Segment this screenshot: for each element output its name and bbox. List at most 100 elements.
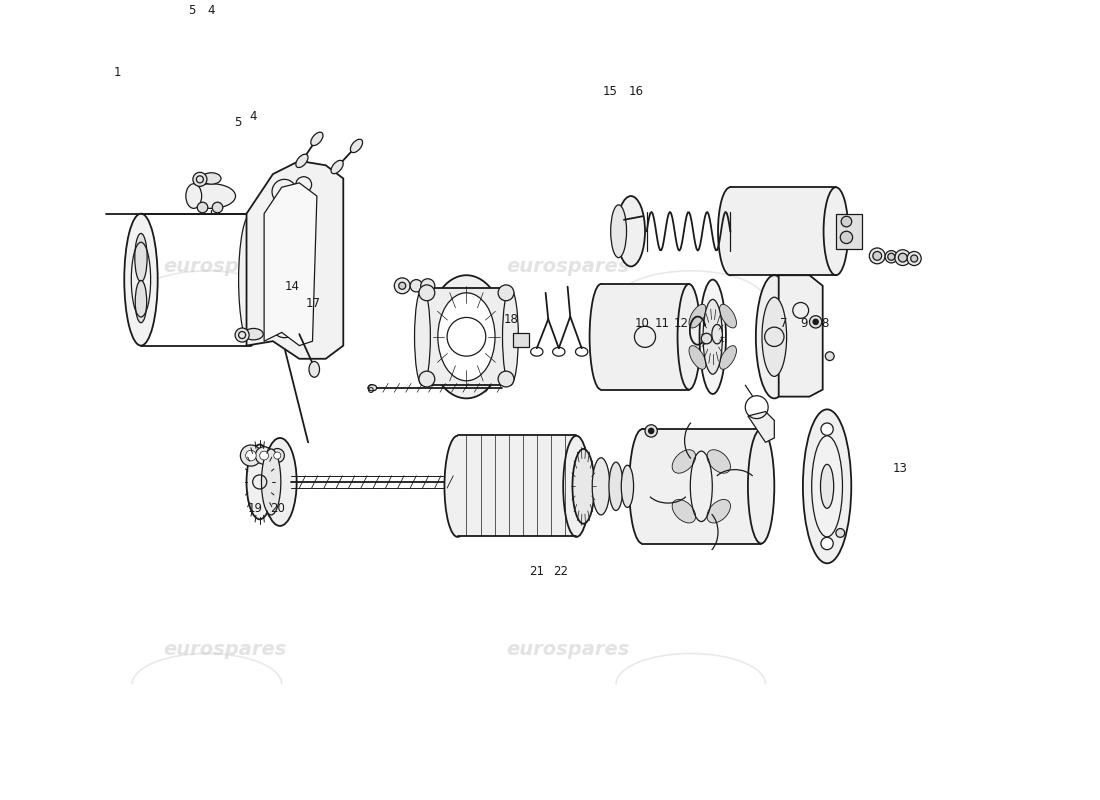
Ellipse shape bbox=[719, 346, 737, 370]
Text: 10: 10 bbox=[635, 317, 650, 330]
Ellipse shape bbox=[678, 284, 701, 390]
Polygon shape bbox=[748, 411, 774, 442]
Circle shape bbox=[255, 446, 273, 464]
Ellipse shape bbox=[617, 196, 645, 266]
Ellipse shape bbox=[187, 184, 235, 208]
Polygon shape bbox=[779, 275, 823, 397]
Text: 15: 15 bbox=[603, 85, 617, 98]
Circle shape bbox=[702, 334, 712, 344]
Ellipse shape bbox=[824, 187, 848, 275]
Text: 21: 21 bbox=[529, 565, 544, 578]
Circle shape bbox=[645, 425, 658, 437]
Circle shape bbox=[274, 452, 280, 459]
Circle shape bbox=[410, 280, 422, 292]
Text: 6: 6 bbox=[366, 383, 373, 396]
Text: 5: 5 bbox=[188, 4, 196, 17]
Ellipse shape bbox=[700, 280, 726, 394]
Text: eurospares: eurospares bbox=[506, 257, 629, 276]
Text: 20: 20 bbox=[270, 502, 285, 515]
Ellipse shape bbox=[427, 275, 506, 398]
Ellipse shape bbox=[135, 234, 147, 282]
Text: 3: 3 bbox=[340, 0, 346, 2]
Ellipse shape bbox=[707, 450, 730, 473]
Circle shape bbox=[886, 250, 898, 263]
Ellipse shape bbox=[244, 329, 263, 340]
Text: 5: 5 bbox=[234, 116, 241, 129]
Polygon shape bbox=[264, 183, 317, 346]
Circle shape bbox=[872, 251, 881, 260]
Circle shape bbox=[649, 428, 653, 434]
Ellipse shape bbox=[309, 362, 319, 378]
Ellipse shape bbox=[718, 187, 743, 275]
Text: 7: 7 bbox=[780, 317, 788, 330]
Circle shape bbox=[810, 316, 822, 328]
Text: 22: 22 bbox=[553, 565, 568, 578]
Circle shape bbox=[869, 248, 886, 264]
Text: 14: 14 bbox=[285, 280, 300, 293]
Ellipse shape bbox=[703, 299, 723, 374]
Ellipse shape bbox=[246, 445, 273, 519]
Ellipse shape bbox=[621, 466, 634, 507]
Bar bbox=[458, 435, 576, 537]
Bar bbox=[642, 429, 761, 543]
Circle shape bbox=[498, 285, 514, 301]
Ellipse shape bbox=[672, 499, 695, 523]
Circle shape bbox=[271, 449, 284, 462]
Circle shape bbox=[813, 319, 818, 325]
Ellipse shape bbox=[821, 464, 834, 508]
Text: 2: 2 bbox=[298, 0, 306, 2]
Bar bbox=[422, 289, 510, 385]
Circle shape bbox=[394, 278, 410, 294]
Circle shape bbox=[235, 328, 250, 342]
Ellipse shape bbox=[186, 184, 201, 208]
Ellipse shape bbox=[351, 139, 363, 153]
Text: 9: 9 bbox=[801, 317, 808, 330]
Ellipse shape bbox=[263, 438, 297, 526]
Circle shape bbox=[911, 255, 917, 262]
Text: 11: 11 bbox=[654, 317, 669, 330]
Ellipse shape bbox=[201, 173, 221, 184]
Text: eurospares: eurospares bbox=[163, 639, 286, 658]
Ellipse shape bbox=[239, 214, 263, 346]
Bar bbox=[601, 284, 689, 390]
Circle shape bbox=[212, 202, 223, 213]
Ellipse shape bbox=[629, 429, 656, 543]
Ellipse shape bbox=[311, 132, 323, 146]
Ellipse shape bbox=[503, 289, 518, 385]
Ellipse shape bbox=[367, 385, 376, 391]
Bar bbox=[836, 214, 862, 249]
Circle shape bbox=[498, 371, 514, 387]
Circle shape bbox=[825, 352, 834, 361]
Text: 19: 19 bbox=[248, 502, 263, 515]
Ellipse shape bbox=[689, 304, 706, 328]
Ellipse shape bbox=[609, 462, 623, 510]
Circle shape bbox=[197, 202, 208, 213]
Ellipse shape bbox=[762, 298, 786, 376]
Ellipse shape bbox=[415, 289, 430, 385]
Text: 8: 8 bbox=[821, 317, 828, 330]
Text: eurospares: eurospares bbox=[506, 639, 629, 658]
Ellipse shape bbox=[812, 436, 843, 537]
Ellipse shape bbox=[124, 214, 157, 346]
Circle shape bbox=[241, 445, 262, 466]
Ellipse shape bbox=[707, 499, 730, 523]
Ellipse shape bbox=[689, 346, 706, 370]
Ellipse shape bbox=[756, 275, 793, 398]
Bar bbox=[513, 334, 529, 347]
Ellipse shape bbox=[262, 449, 280, 515]
Circle shape bbox=[821, 538, 833, 550]
Circle shape bbox=[899, 254, 907, 262]
Text: 13: 13 bbox=[893, 462, 907, 475]
Circle shape bbox=[192, 172, 207, 186]
Circle shape bbox=[420, 278, 434, 293]
Ellipse shape bbox=[719, 304, 737, 328]
Circle shape bbox=[245, 450, 256, 461]
Circle shape bbox=[419, 371, 435, 387]
Text: eurospares: eurospares bbox=[163, 257, 286, 276]
Ellipse shape bbox=[748, 429, 774, 543]
Polygon shape bbox=[246, 161, 343, 358]
Text: 12: 12 bbox=[673, 317, 689, 330]
Circle shape bbox=[840, 231, 852, 243]
Text: 16: 16 bbox=[629, 85, 644, 98]
Text: 18: 18 bbox=[504, 313, 519, 326]
